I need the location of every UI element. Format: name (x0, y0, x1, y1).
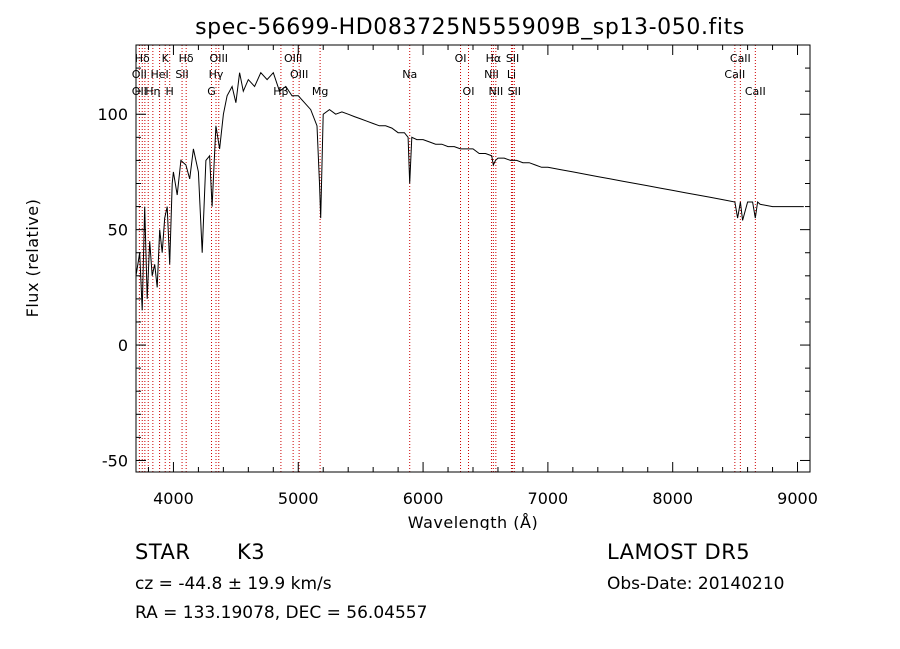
line-label: G (207, 85, 216, 98)
x-axis-ticks: 4000 5000 6000 7000 8000 9000 (147, 45, 818, 508)
line-label: Hα (486, 52, 502, 65)
line-label: K (162, 52, 170, 65)
line-label: OI (463, 85, 475, 98)
coordinates: RA = 133.19078, DEC = 56.04557 (135, 603, 428, 623)
x-tick-label: 7000 (528, 489, 569, 508)
line-label: Li (507, 68, 516, 81)
plot-frame (135, 44, 811, 473)
line-label: Na (402, 68, 417, 81)
line-annotations: Hδ K Hδ OIII OIII OI Hα SII CaII OII HeI SII Hγ OIII N… (132, 52, 766, 98)
line-markers (138, 45, 756, 472)
line-label: SII (508, 85, 521, 98)
line-label: NII (484, 68, 499, 81)
y-axis-ticks: -50 0 50 100 (97, 67, 810, 470)
y-tick-label: 0 (118, 336, 128, 355)
obs-date: Obs-Date: 20140210 (607, 574, 785, 594)
redshift-value: cz = -44.8 ± 19.9 km/s (135, 574, 332, 594)
x-tick-label: 6000 (403, 489, 444, 508)
line-label: HeI (150, 68, 168, 81)
line-label: Hγ (209, 68, 224, 81)
spectrum-chart: spec-56699-HD083725N555909B_sp13-050.fit… (23, 15, 818, 530)
line-label: CaII (730, 52, 751, 65)
line-label: Hδ (135, 52, 150, 65)
y-tick-label: -50 (102, 451, 128, 470)
line-label: OII (132, 68, 147, 81)
line-label: Hβ (273, 85, 288, 98)
y-tick-label: 50 (108, 221, 128, 240)
line-label: NII (488, 85, 503, 98)
line-label: H (166, 85, 174, 98)
line-label: Hη (145, 85, 160, 98)
line-label: CaII (745, 85, 766, 98)
x-tick-label: 9000 (777, 489, 818, 508)
line-label: SII (506, 52, 519, 65)
x-tick-label: 8000 (652, 489, 693, 508)
y-axis-label: Flux (relative) (23, 199, 42, 318)
spectrum-line (135, 71, 804, 311)
line-label: OIII (210, 52, 228, 65)
line-label: OIII (284, 52, 302, 65)
object-class: STAR (135, 540, 191, 564)
x-axis-label: Wavelength (Å) (408, 513, 538, 530)
line-label: CaII (724, 68, 745, 81)
x-tick-label: 4000 (153, 489, 194, 508)
survey-name: LAMOST DR5 (607, 540, 751, 564)
line-label: OI (455, 52, 467, 65)
line-label: SII (175, 68, 188, 81)
y-tick-label: 100 (97, 105, 128, 124)
line-label: Mg (312, 85, 328, 98)
chart-title: spec-56699-HD083725N555909B_sp13-050.fit… (195, 15, 745, 40)
x-tick-label: 5000 (278, 489, 319, 508)
subclass: K3 (237, 540, 266, 564)
line-label: Hδ (179, 52, 194, 65)
line-label: OIII (290, 68, 308, 81)
